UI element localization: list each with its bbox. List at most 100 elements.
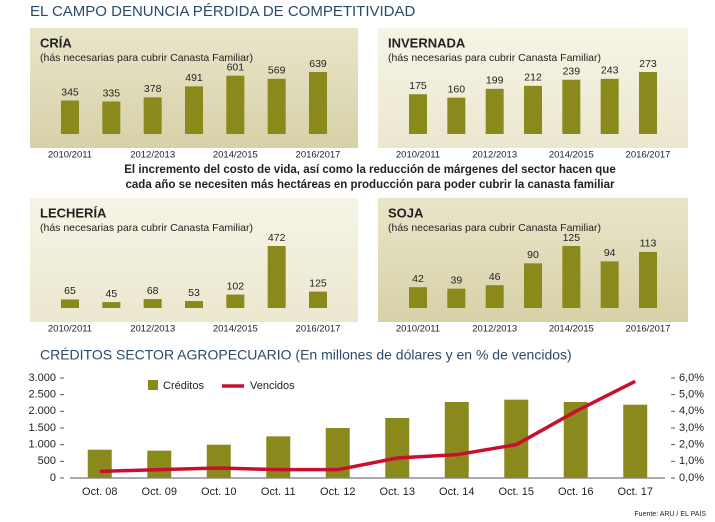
x-tick-label: Oct. 12: [320, 486, 355, 498]
x-tick-label: 2014/2015: [213, 150, 258, 161]
bar: [87, 449, 112, 478]
bar: [143, 97, 162, 134]
bar: [562, 246, 581, 308]
bar: [562, 79, 581, 134]
bar: [61, 299, 79, 308]
bar: [102, 302, 121, 308]
value-label: 65: [64, 285, 76, 297]
y-tick-label: 2.000: [28, 405, 56, 417]
y2-tick-label: 4,0%: [679, 405, 704, 417]
x-tick-label: 2014/2015: [549, 150, 594, 161]
x-tick-label: 2012/2013: [130, 150, 175, 161]
value-label: 335: [103, 87, 121, 99]
x-tick-label: 2016/2017: [296, 150, 341, 161]
bar: [409, 287, 427, 308]
bar: [267, 246, 286, 308]
value-label: 94: [604, 247, 616, 259]
x-tick-label: 2010/2011: [396, 324, 440, 335]
panel-subtitle: (hás necesarias para cubrir Canasta Fami…: [388, 52, 601, 64]
line: [99, 379, 637, 474]
x-tick-label: 2012/2013: [472, 324, 517, 335]
value-label: 160: [448, 83, 466, 95]
y-tick-label: 0: [50, 472, 56, 484]
bar: [185, 301, 203, 308]
value-label: 378: [144, 83, 162, 95]
y-tick-label: 2.500: [28, 389, 56, 401]
legend-label: Vencidos: [250, 380, 295, 392]
value-label: 90: [527, 249, 539, 261]
legend-label: Créditos: [163, 380, 204, 392]
y-tick-label: 3.000: [28, 372, 56, 384]
bar: [444, 402, 469, 478]
x-tick-label: 2010/2011: [48, 150, 92, 161]
value-label: 491: [185, 72, 203, 84]
value-label: 569: [268, 65, 286, 77]
x-tick-label: Oct. 15: [499, 486, 534, 498]
value-label: 125: [563, 232, 581, 244]
x-tick-label: 2010/2011: [48, 324, 92, 335]
value-label: 345: [61, 86, 79, 98]
panel-title: INVERNADA: [388, 35, 466, 50]
x-tick-label: Oct. 11: [261, 486, 296, 498]
bar: [309, 291, 327, 308]
value-label: 212: [524, 72, 542, 84]
value-label: 639: [309, 58, 327, 70]
bar: [267, 78, 286, 134]
value-label: 45: [105, 288, 117, 300]
bar: [102, 101, 121, 134]
value-label: 102: [227, 280, 245, 292]
panel-subtitle: (hás necesarias para cubrir Canasta Fami…: [40, 52, 253, 64]
bar: [206, 444, 231, 478]
bar: [61, 100, 79, 134]
x-tick-label: 2016/2017: [296, 324, 341, 335]
value-label: 601: [227, 61, 245, 73]
bar: [623, 404, 648, 478]
note: cada año se necesiten más hectáreas en p…: [126, 179, 615, 191]
value-label: 53: [188, 287, 200, 299]
bar: [143, 299, 162, 308]
source: Fuente: ARU / EL PAIS: [634, 511, 706, 518]
y-tick-label: 1.000: [28, 439, 56, 451]
bar: [266, 436, 291, 478]
x-tick-label: Oct. 10: [201, 486, 236, 498]
y2-tick-label: 1,0%: [679, 455, 704, 467]
value-label: 125: [309, 277, 327, 289]
bar: [485, 88, 504, 134]
bar: [563, 402, 588, 478]
bar: [226, 294, 245, 308]
x-tick-label: Oct. 14: [439, 486, 474, 498]
x-tick-label: 2014/2015: [213, 324, 258, 335]
x-tick-label: Oct. 17: [618, 486, 653, 498]
x-tick-label: Oct. 13: [380, 486, 415, 498]
value-label: 46: [489, 271, 501, 283]
bar: [600, 261, 619, 308]
panel-title: LECHERÍA: [40, 205, 107, 220]
title: EL CAMPO DENUNCIA PÉRDIDA DE COMPETITIVI…: [30, 3, 416, 20]
bar: [600, 78, 619, 134]
note: El incremento del costo de vida, así com…: [124, 164, 615, 176]
bar: [485, 285, 504, 308]
panel-subtitle: (hás necesarias para cubrir Canasta Fami…: [388, 222, 601, 234]
y2-tick-label: 5,0%: [679, 389, 704, 401]
value-label: 39: [450, 274, 462, 286]
bar: [639, 72, 657, 134]
x-tick-label: Oct. 09: [142, 486, 177, 498]
y-tick-label: 1.500: [28, 422, 56, 434]
bar: [309, 72, 327, 134]
x-tick-label: 2016/2017: [626, 324, 671, 335]
y2-tick-label: 3,0%: [679, 422, 704, 434]
y2-tick-label: 6,0%: [679, 372, 704, 384]
bar: [147, 450, 172, 478]
value-label: 199: [486, 75, 504, 87]
value-label: 472: [268, 232, 286, 244]
bar: [185, 86, 203, 134]
bar: [409, 94, 427, 134]
x-tick-label: 2012/2013: [472, 150, 517, 161]
legend-swatch: [148, 380, 158, 390]
y2-tick-label: 2,0%: [679, 439, 704, 451]
x-tick-label: Oct. 08: [82, 486, 117, 498]
y-tick-label: 500: [38, 455, 56, 467]
x-tick-label: 2016/2017: [626, 150, 671, 161]
bar: [524, 85, 542, 134]
